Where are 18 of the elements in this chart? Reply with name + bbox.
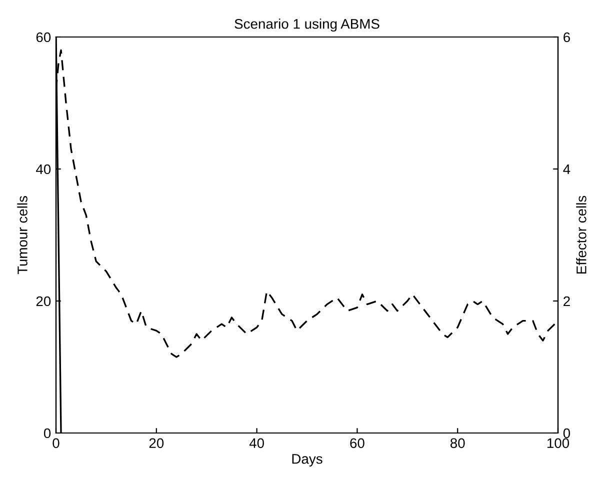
y-tick-label: 60 <box>36 32 51 42</box>
y-tick-label: 0 <box>44 428 51 438</box>
y2-tick-label: 2 <box>564 296 570 306</box>
y-tick-label: 20 <box>36 296 51 306</box>
x-tick-label: 60 <box>350 438 364 448</box>
y-tick-label: 40 <box>36 164 51 174</box>
x-tick-label: 80 <box>450 438 465 448</box>
y-axis-title: Tumour cells <box>17 196 28 274</box>
x-tick-label: 0 <box>52 438 60 448</box>
y2-tick-label: 6 <box>564 32 570 42</box>
y2-tick-label: 4 <box>563 164 570 174</box>
y2-axis-title: Effector cells <box>576 196 586 274</box>
x-tick-label: 100 <box>547 438 570 448</box>
y2-tick-label: 0 <box>563 428 570 438</box>
x-axis-title: Days <box>292 454 322 467</box>
x-tick-label: 40 <box>249 438 264 448</box>
x-tick-label: 20 <box>149 438 164 448</box>
chart-title: Scenario 1 using ABMS <box>234 18 380 32</box>
